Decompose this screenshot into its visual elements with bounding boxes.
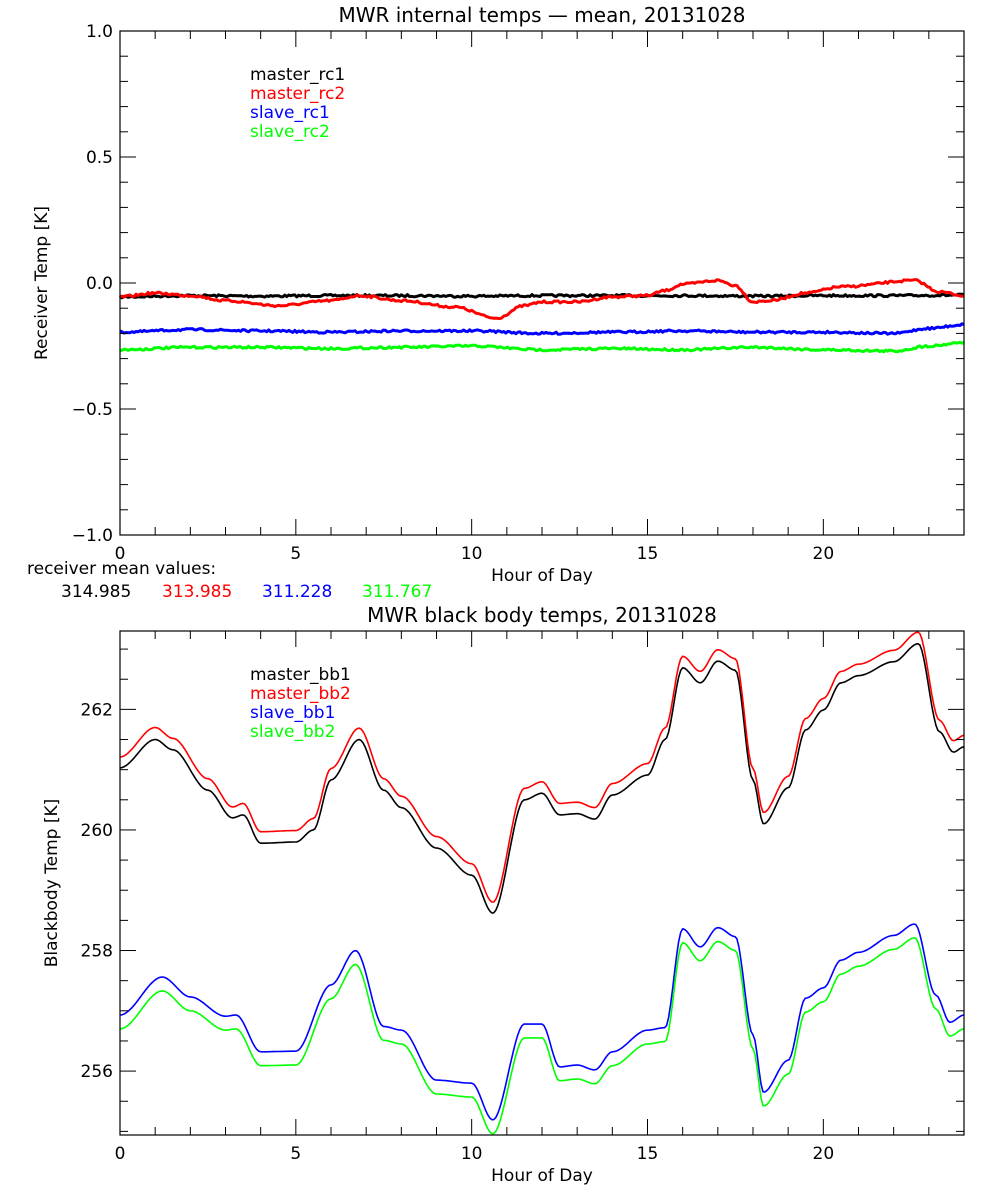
- plot1-ylabel: Receiver Temp [K]: [32, 206, 52, 360]
- series-line-slave_bb1: [119, 923, 965, 1121]
- mean-values-row: 314.985 313.985 311.228 311.767: [61, 582, 432, 602]
- y-tick-label: 260: [81, 821, 113, 841]
- plot2-ticks: 0 5 10 15 20 256 258 260 262: [81, 631, 965, 1164]
- plot1-series-group: [118, 278, 965, 354]
- y-tick-label: 0.0: [86, 274, 113, 294]
- legend-entry-slave_bb2: slave_bb2: [250, 722, 335, 742]
- y-tick-label: 258: [81, 942, 113, 962]
- y-tick-label: 0.5: [86, 148, 113, 168]
- mean-value: 314.985: [61, 582, 131, 602]
- x-tick-label: 10: [461, 1144, 483, 1164]
- plot2-title: MWR black body temps, 20131028: [367, 603, 717, 627]
- legend-entry-slave_bb1: slave_bb1: [250, 703, 335, 723]
- y-tick-label: 1.0: [86, 22, 113, 42]
- receiver-temp-plot: MWR internal temps — mean, 20131028 0 5 10…: [27, 3, 965, 602]
- x-tick-label: 0: [115, 544, 126, 564]
- legend-entry-slave_rc2: slave_rc2: [250, 122, 330, 142]
- legend-entry-master_bb2: master_bb2: [250, 684, 351, 704]
- plot1-frame: [119, 30, 965, 536]
- x-tick-label: 20: [813, 1144, 835, 1164]
- x-tick-label: 15: [637, 544, 659, 564]
- x-tick-label: 10: [461, 544, 483, 564]
- y-tick-label: −0.5: [72, 400, 113, 420]
- x-tick-label: 0: [115, 1144, 126, 1164]
- series-line-slave_bb2: [119, 937, 965, 1135]
- x-tick-label: 15: [637, 1144, 659, 1164]
- series-line-slave_rc2: [119, 340, 965, 354]
- plot1-xlabel: Hour of Day: [491, 566, 593, 586]
- mean-values-label: receiver mean values:: [27, 559, 216, 579]
- plot1-title: MWR internal temps — mean, 20131028: [338, 3, 745, 27]
- mean-value: 311.228: [262, 582, 332, 602]
- series-line-master_rc2: [119, 278, 965, 321]
- plot2-frame: [119, 630, 965, 1136]
- y-tick-label: 262: [81, 700, 113, 720]
- plot2-ylabel: Blackbody Temp [K]: [42, 799, 62, 968]
- series-line-master_rc1: [118, 292, 965, 300]
- legend-entry-master_bb1: master_bb1: [250, 665, 351, 685]
- legend-entry-master_rc2: master_rc2: [250, 84, 345, 104]
- legend-entry-slave_rc1: slave_rc1: [250, 103, 330, 123]
- x-tick-label: 5: [290, 544, 301, 564]
- blackbody-temp-plot: MWR black body temps, 20131028 0 5 10 15 20 2…: [42, 603, 965, 1186]
- y-tick-label: 256: [81, 1062, 113, 1082]
- mean-value: 313.985: [162, 582, 232, 602]
- series-line-slave_rc1: [119, 322, 965, 336]
- y-tick-label: −1.0: [72, 526, 113, 546]
- plot2-series-group: [119, 631, 965, 1135]
- legend-entry-master_rc1: master_rc1: [250, 65, 345, 85]
- plot2-xlabel: Hour of Day: [491, 1166, 593, 1186]
- mean-value: 311.767: [362, 582, 432, 602]
- plot1-ticks: 0 5 10 15 20 −1.0 −0.5 0.0 0.5 1.0: [72, 22, 965, 564]
- x-tick-label: 5: [290, 1144, 301, 1164]
- series-line-master_bb1: [119, 642, 965, 914]
- x-tick-label: 20: [813, 544, 835, 564]
- series-line-master_bb2: [119, 631, 965, 903]
